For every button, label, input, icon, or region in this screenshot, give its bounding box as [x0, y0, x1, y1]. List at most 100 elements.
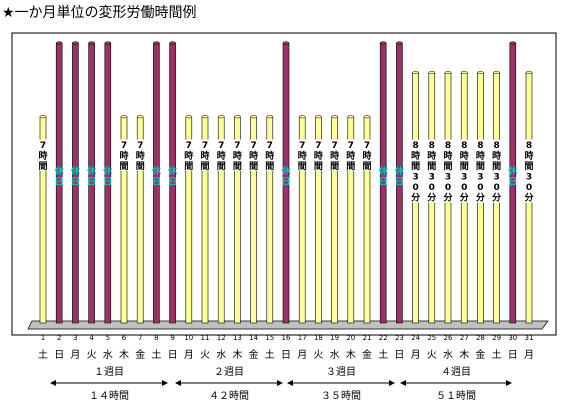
label-bg [248, 139, 259, 150]
weekday-3: 月 [70, 349, 80, 361]
label-bg [183, 139, 194, 150]
day-number-23: 23 [395, 334, 404, 342]
label-char: 日 [281, 177, 290, 188]
label-bg [475, 181, 486, 192]
label-bg [297, 139, 308, 150]
label-bg [216, 139, 227, 150]
label-bg [313, 150, 324, 161]
label-bg [410, 181, 421, 192]
label-char: 3 [412, 173, 418, 183]
label-char: 7 [331, 141, 337, 151]
day-number-11: 11 [201, 334, 210, 342]
weekday-16: 日 [281, 350, 291, 361]
bar-cap-16 [282, 41, 290, 45]
weekday-9: 日 [168, 350, 178, 361]
label-bg [491, 139, 502, 150]
label-bg [426, 150, 437, 161]
label-bg [443, 192, 453, 203]
label-char: 8 [412, 141, 418, 151]
bar-label-day-19: 7時間 [329, 139, 340, 172]
label-bg [297, 160, 308, 171]
label-bg [264, 150, 275, 161]
label-char: 休 [167, 165, 178, 177]
label-char: 時 [476, 150, 485, 162]
day-number-25: 25 [427, 334, 436, 342]
label-char: 時 [460, 150, 469, 162]
label-char: 3 [445, 173, 451, 183]
day-number-6: 6 [122, 334, 127, 342]
week-hours: ５１時間 [436, 390, 476, 402]
bar-label-day-13: 7時間 [232, 139, 243, 172]
label-char: 8 [461, 141, 467, 151]
day-number-27: 27 [460, 334, 469, 342]
label-char: 時 [492, 150, 501, 162]
bar-cap-8 [153, 41, 160, 45]
bar-label-day-20: 7時間 [345, 139, 356, 172]
label-char: 7 [121, 141, 127, 151]
label-bg [475, 171, 486, 182]
week-1: １週目 １４時間 [50, 366, 168, 402]
label-bg [426, 192, 437, 203]
label-bg [297, 150, 308, 161]
label-bg [443, 160, 453, 171]
label-char: 時 [411, 150, 420, 162]
bar-cap-14 [250, 115, 257, 119]
label-char: 間 [314, 161, 323, 172]
bar-cap-28 [477, 70, 484, 75]
weekday-23: 日 [394, 350, 404, 361]
label-bg [475, 139, 486, 150]
label-char: 7 [137, 141, 143, 151]
day-number-7: 7 [138, 334, 142, 342]
label-char: 間 [492, 161, 501, 172]
day-number-24: 24 [411, 334, 420, 342]
label-bg [264, 160, 275, 171]
week-4: ４週目 ５１時間 [400, 366, 512, 402]
day-number-30: 30 [508, 334, 517, 342]
weekday-21: 金 [362, 348, 372, 361]
label-char: 分 [443, 192, 452, 204]
label-char: 間 [233, 161, 242, 172]
label-bg [410, 192, 421, 203]
weekday-30: 日 [508, 350, 518, 361]
day-number-31: 31 [525, 334, 534, 342]
label-char: 時 [233, 150, 242, 162]
bar-cap-9 [169, 41, 176, 45]
label-char: 休 [102, 165, 113, 177]
label-bg [38, 139, 48, 150]
label-char: 時 [217, 150, 226, 162]
week-hours: ３５時間 [321, 390, 361, 402]
label-bg [459, 139, 470, 150]
label-char: 日 [103, 177, 112, 188]
label-bg [362, 160, 372, 171]
label-bg [183, 160, 194, 171]
bar-cap-21 [363, 115, 371, 119]
day-number-1: 1 [41, 334, 45, 342]
arrow-left-icon [50, 380, 56, 386]
label-char: 日 [508, 177, 517, 188]
label-bg [200, 160, 210, 171]
bar-label-day-3: 休日 [70, 165, 81, 188]
day-number-20: 20 [346, 334, 355, 342]
day-number-29: 29 [492, 334, 501, 342]
bar-cap-7 [136, 115, 144, 119]
bar-cap-5 [104, 41, 112, 45]
day-number-2: 2 [57, 334, 61, 342]
weekday-24: 月 [411, 349, 421, 361]
weekday-12: 水 [216, 349, 226, 361]
bar-cap-17 [298, 115, 306, 119]
day-number-18: 18 [314, 334, 323, 342]
label-char: 0 [477, 183, 483, 193]
bar-cap-25 [428, 70, 436, 75]
label-bg [200, 150, 210, 161]
label-char: 時 [443, 150, 452, 162]
label-char: 0 [412, 183, 418, 193]
label-bg [248, 150, 259, 161]
label-char: 分 [476, 192, 485, 204]
bar-cap-19 [331, 115, 338, 119]
bar-label-day-9: 休日 [167, 165, 178, 188]
weekday-7: 金 [135, 348, 145, 361]
bar-label-day-23: 休日 [394, 165, 405, 188]
bar-cap-10 [185, 115, 193, 119]
arrow-right-icon [389, 380, 395, 386]
